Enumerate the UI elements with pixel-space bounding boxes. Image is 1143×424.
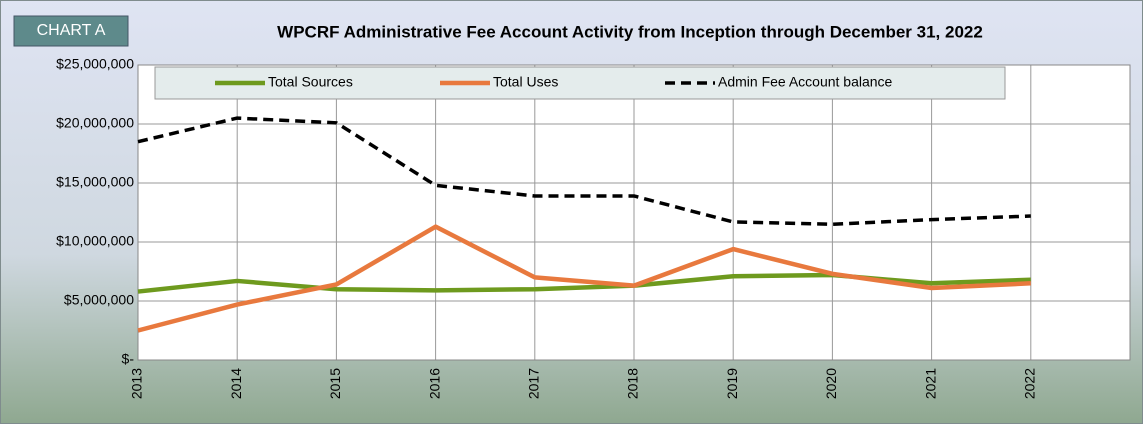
y-tick-label: $15,000,000 bbox=[56, 174, 134, 190]
badge-box bbox=[13, 15, 129, 47]
y-tick-label: $- bbox=[122, 351, 135, 367]
y-tick-label: $20,000,000 bbox=[56, 115, 134, 131]
x-tick-label: 2021 bbox=[922, 368, 938, 399]
chart-title: WPCRF Administrative Fee Account Activit… bbox=[277, 22, 983, 41]
badge: CHART A bbox=[37, 22, 106, 39]
x-tick-label: 2013 bbox=[129, 368, 145, 399]
x-tick-label: 2015 bbox=[327, 368, 343, 399]
x-tick-label: 2019 bbox=[724, 368, 740, 399]
y-tick-label: $5,000,000 bbox=[64, 292, 134, 308]
x-tick-label: 2020 bbox=[823, 368, 839, 399]
x-tick-label: 2014 bbox=[228, 368, 244, 399]
x-tick-label: 2017 bbox=[526, 368, 542, 399]
series-line bbox=[137, 116, 1031, 227]
plot-border bbox=[137, 64, 1131, 361]
legend-label: Total Sources bbox=[268, 74, 353, 90]
x-tick-label: 2018 bbox=[625, 368, 641, 399]
x-tick-label: 2022 bbox=[1022, 368, 1038, 399]
y-tick-label: $10,000,000 bbox=[56, 233, 134, 249]
legend-box bbox=[154, 66, 1006, 100]
y-tick-label: $25,000,000 bbox=[56, 56, 134, 72]
x-tick-label: 2016 bbox=[426, 368, 442, 399]
series-line bbox=[137, 224, 1031, 333]
legend-label: Admin Fee Account balance bbox=[718, 74, 893, 90]
legend-label: Total Uses bbox=[493, 74, 558, 90]
